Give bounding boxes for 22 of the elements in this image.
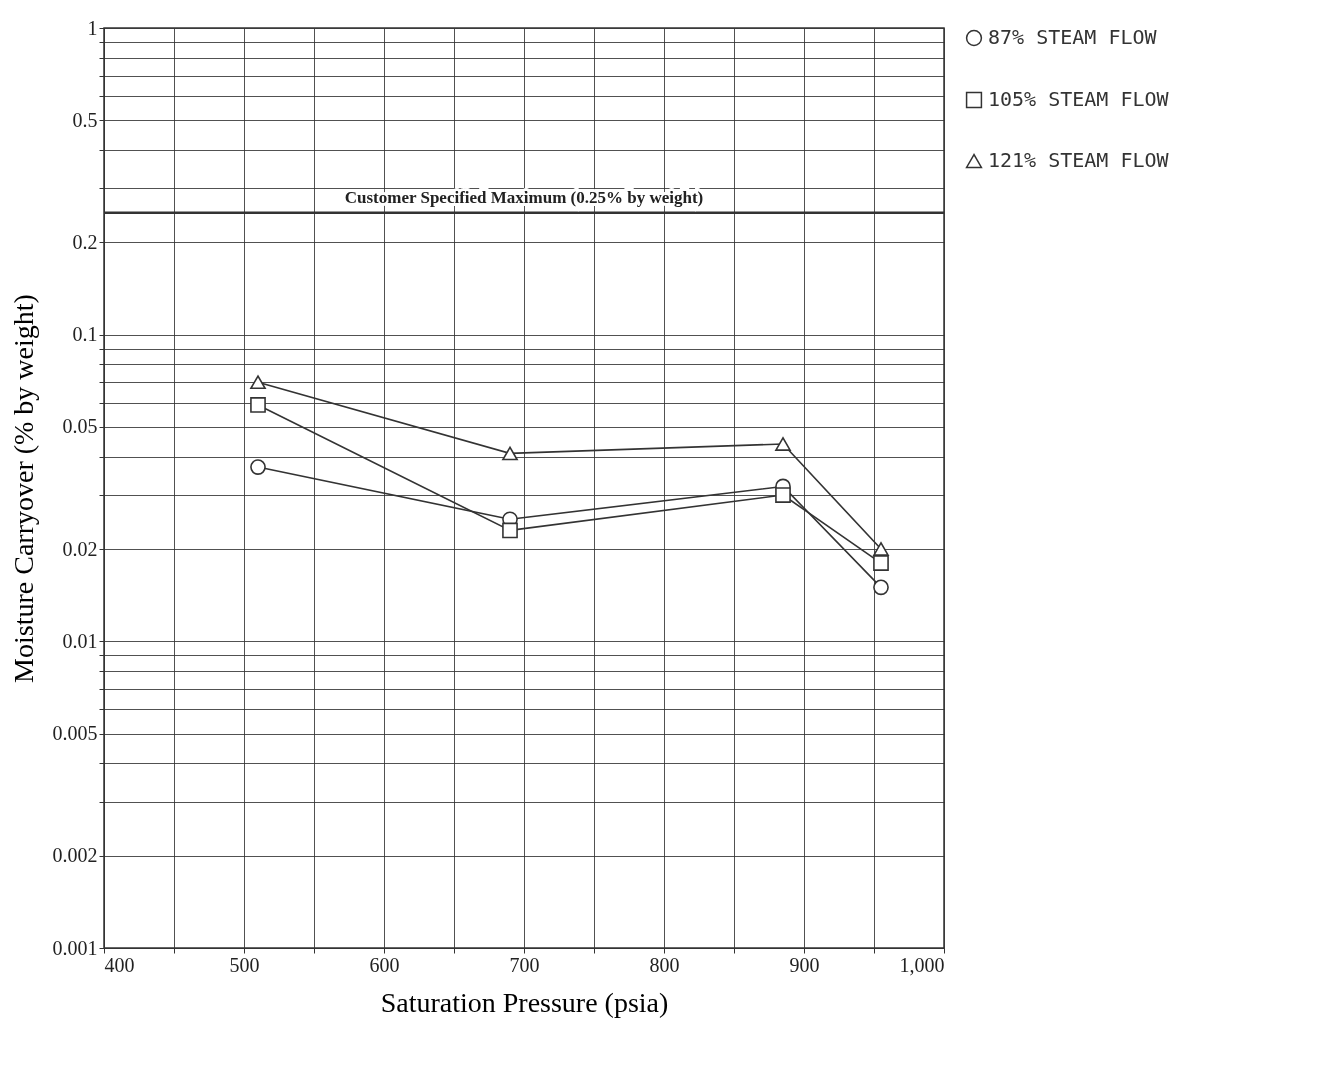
x-tick-label: 900 [789,953,820,976]
y-tick-label: 0.1 [72,323,98,346]
legend-label: 105% STEAM FLOW [988,87,1170,111]
y-tick-label: 0.005 [52,722,98,745]
y-tick-label: 0.01 [62,629,98,652]
x-tick-label: 400 [104,953,135,976]
y-tick-label: 0.5 [72,108,98,131]
x-axis-title: Saturation Pressure (psia) [380,986,669,1018]
y-tick-label: 1 [87,16,98,39]
y-tick-label: 0.02 [62,537,98,560]
y-tick-label: 0.05 [62,415,98,438]
legend-label: 121% STEAM FLOW [988,148,1170,172]
y-tick-label: 0.001 [52,936,98,959]
legend-label: 87% STEAM FLOW [988,25,1158,49]
y-tick-label: 0.002 [52,844,98,867]
y-axis-title: Moisture Carryover (% by weight) [7,294,39,683]
x-tick-label: 800 [649,953,680,976]
x-tick-label: 600 [369,953,400,976]
x-tick-label: 500 [229,953,260,976]
x-tick-label: 700 [509,953,540,976]
y-tick-label: 0.2 [72,230,98,253]
x-tick-label: 1,000 [899,953,945,976]
